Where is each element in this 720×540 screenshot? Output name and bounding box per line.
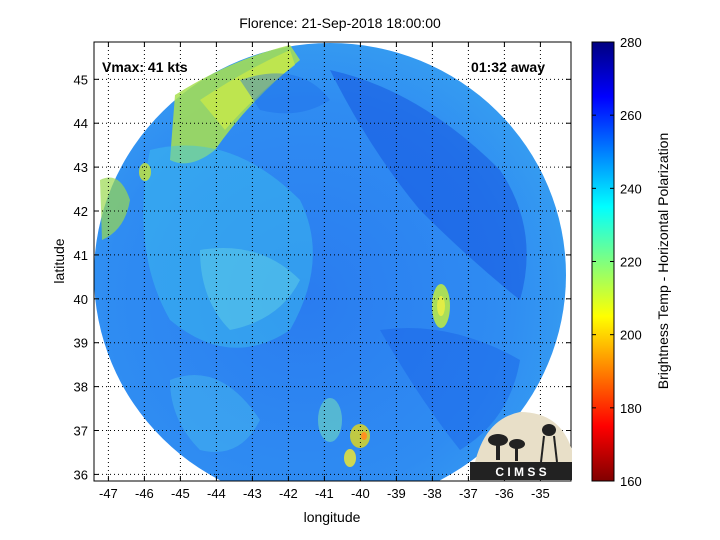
axes-box bbox=[93, 41, 572, 482]
y-axis-ticks: 36 37 38 39 40 41 42 43 44 45 bbox=[74, 72, 571, 482]
warm-spot-core bbox=[437, 296, 445, 316]
swath-cold-streak-3 bbox=[240, 73, 330, 114]
x-tick-label: -40 bbox=[351, 486, 370, 501]
colorbar-ticks: 160 180 200 220 240 260 280 bbox=[592, 35, 642, 489]
logo-text: C I M S S bbox=[495, 465, 546, 479]
swath-cold-streak bbox=[330, 70, 527, 300]
y-axis-label: latitude bbox=[51, 238, 67, 283]
colorbar-tick-label: 280 bbox=[620, 35, 642, 50]
colorbar-label: Brightness Temp - Horizontal Polarizatio… bbox=[655, 133, 671, 390]
logo-band bbox=[470, 462, 572, 480]
x-tick-label: -38 bbox=[423, 486, 442, 501]
colorbar-tick-label: 240 bbox=[620, 181, 642, 196]
swath-warm-edge bbox=[100, 177, 130, 240]
swath-image bbox=[94, 43, 566, 481]
colorbar-tick-label: 200 bbox=[620, 328, 642, 343]
x-axis-label: longitude bbox=[304, 509, 361, 525]
y-tick-label: 37 bbox=[74, 424, 88, 439]
logo-dish-2 bbox=[509, 439, 525, 449]
y-tick-label: 43 bbox=[74, 160, 88, 175]
x-tick-label: -42 bbox=[279, 486, 298, 501]
y-tick-label: 38 bbox=[74, 380, 88, 395]
colorbar-tick-label: 180 bbox=[620, 401, 642, 416]
y-tick-label: 41 bbox=[74, 248, 88, 263]
chart-title: Florence: 21-Sep-2018 18:00:00 bbox=[239, 15, 441, 31]
x-tick-label: -44 bbox=[207, 486, 226, 501]
vmax-annotation: Vmax: 41 kts bbox=[102, 59, 188, 75]
colorbar-tick-label: 160 bbox=[620, 474, 642, 489]
warm-spot-core bbox=[361, 432, 367, 440]
x-tick-label: -35 bbox=[531, 486, 550, 501]
warm-spot bbox=[344, 449, 356, 467]
x-tick-label: -37 bbox=[459, 486, 478, 501]
x-tick-label: -45 bbox=[171, 486, 190, 501]
x-tick-label: -41 bbox=[315, 486, 334, 501]
swath-warm-band-core bbox=[200, 50, 295, 130]
x-tick-label: -43 bbox=[243, 486, 262, 501]
warm-spot bbox=[350, 424, 370, 448]
time-away-annotation: 01:32 away bbox=[471, 59, 545, 75]
y-tick-label: 40 bbox=[74, 292, 88, 307]
logo-tower-tank bbox=[542, 424, 556, 436]
x-tick-label: -46 bbox=[135, 486, 154, 501]
y-tick-label: 36 bbox=[74, 467, 88, 482]
swath-cold-streak-2 bbox=[380, 328, 520, 450]
colorbar-tick-label: 220 bbox=[620, 255, 642, 270]
swath-light-region-2 bbox=[200, 248, 300, 330]
x-tick-label: -36 bbox=[495, 486, 514, 501]
cimss-logo: C I M S S bbox=[470, 412, 572, 480]
y-tick-label: 39 bbox=[74, 336, 88, 351]
y-tick-label: 42 bbox=[74, 204, 88, 219]
y-tick-label: 45 bbox=[74, 72, 88, 87]
x-tick-label: -39 bbox=[387, 486, 406, 501]
warm-patch bbox=[318, 398, 342, 442]
x-tick-label: -47 bbox=[99, 486, 118, 501]
warm-spot bbox=[139, 163, 151, 181]
swath-light-region-3 bbox=[170, 375, 260, 452]
y-tick-label: 44 bbox=[74, 116, 88, 131]
colorbar-tick-label: 260 bbox=[620, 108, 642, 123]
logo-dish bbox=[488, 434, 508, 446]
